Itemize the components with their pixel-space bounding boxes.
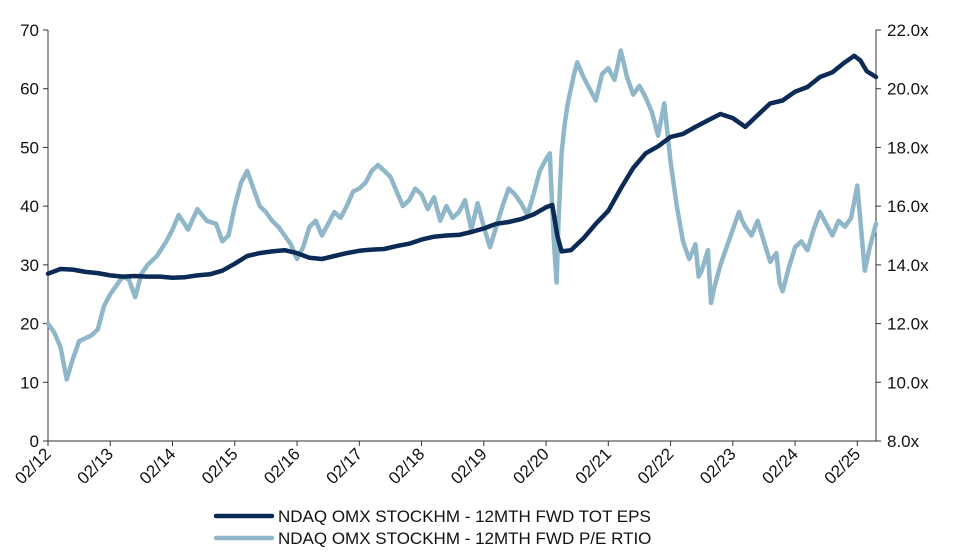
- left-y-tick-label: 40: [20, 197, 39, 216]
- x-tick-label: 02/15: [198, 444, 242, 488]
- left-y-tick-label: 70: [20, 21, 39, 40]
- legend: NDAQ OMX STOCKHM - 12MTH FWD TOT EPS NDAQ…: [213, 507, 651, 548]
- right-y-tick-label: 20.0x: [887, 80, 929, 99]
- series-line-pe-ratio: [45, 48, 879, 382]
- x-tick-label: 02/22: [634, 444, 678, 488]
- legend-label: NDAQ OMX STOCKHM - 12MTH FWD P/E RTIO: [278, 529, 651, 548]
- right-y-tick-label: 22.0x: [887, 21, 929, 40]
- x-tick-label: 02/19: [447, 444, 491, 488]
- left-y-tick-label: 10: [20, 373, 39, 392]
- x-tick-label: 02/20: [509, 444, 553, 488]
- left-y-tick-label: 50: [20, 138, 39, 157]
- legend-item: NDAQ OMX STOCKHM - 12MTH FWD P/E RTIO: [213, 529, 651, 548]
- x-tick-label: 02/17: [323, 444, 367, 488]
- right-y-tick-label: 10.0x: [887, 373, 929, 392]
- left-y-tick-label: 20: [20, 315, 39, 334]
- x-tick-label: 02/25: [821, 444, 865, 488]
- left-y-tick-label: 30: [20, 256, 39, 275]
- x-tick-label: 02/23: [696, 444, 740, 488]
- x-tick-label: 02/16: [260, 444, 304, 488]
- x-tick-label: 02/21: [572, 444, 616, 488]
- right-y-tick-label: 8.0x: [887, 432, 920, 451]
- series-line-eps: [45, 53, 879, 281]
- right-y-tick-label: 18.0x: [887, 138, 929, 157]
- x-tick-label: 02/14: [136, 444, 180, 488]
- right-y-tick-label: 14.0x: [887, 256, 929, 275]
- x-tick-label: 02/18: [385, 444, 429, 488]
- right-y-tick-label: 16.0x: [887, 197, 929, 216]
- x-tick-label: 02/24: [758, 444, 802, 488]
- legend-label: NDAQ OMX STOCKHM - 12MTH FWD TOT EPS: [278, 507, 651, 526]
- series-layer: [45, 48, 879, 382]
- x-tick-label: 02/13: [74, 444, 118, 488]
- right-y-tick-label: 12.0x: [887, 315, 929, 334]
- legend-item: NDAQ OMX STOCKHM - 12MTH FWD TOT EPS: [213, 507, 651, 526]
- left-y-tick-label: 60: [20, 80, 39, 99]
- left-y-tick-label: 0: [30, 432, 39, 451]
